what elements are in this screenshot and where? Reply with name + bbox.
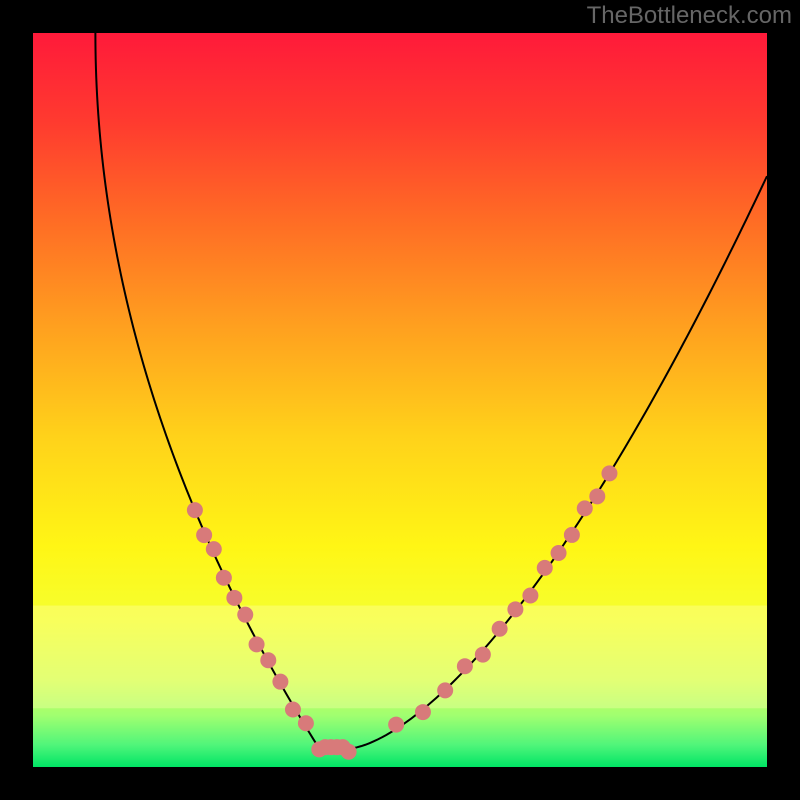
chart-svg [0,0,800,800]
chart-stage: TheBottleneck.com [0,0,800,800]
watermark-text: TheBottleneck.com [587,2,792,30]
